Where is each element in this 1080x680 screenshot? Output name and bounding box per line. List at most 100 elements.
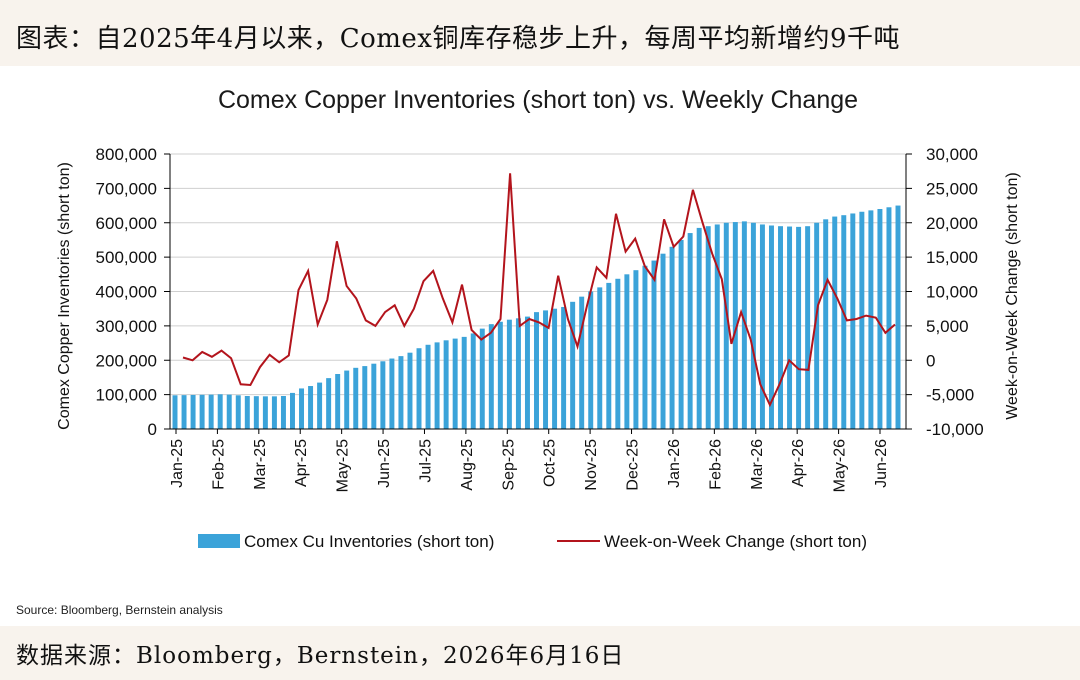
inventory-bar: [524, 316, 530, 429]
inventory-bar: [732, 222, 738, 429]
x-tick-label: Mar-25: [252, 439, 269, 490]
x-tick-label: Feb-25: [210, 439, 227, 490]
x-tick-label: Aug-25: [459, 439, 476, 491]
x-tick-label: May-25: [335, 439, 352, 492]
inventory-bar: [244, 396, 250, 429]
right-tick-label: 25,000: [926, 179, 978, 198]
inventory-bar: [750, 222, 756, 429]
inventory-bar: [832, 216, 838, 429]
inventory-bar: [741, 221, 747, 429]
inventory-bar: [886, 207, 892, 429]
footer-band: [0, 626, 1080, 680]
inventory-bar: [308, 386, 314, 429]
inventory-bar: [262, 396, 268, 429]
inventory-bar: [488, 324, 494, 429]
left-tick-label: 500,000: [96, 248, 157, 267]
inventory-bar: [588, 291, 594, 429]
legend: Comex Cu Inventories (short ton) Week-on…: [198, 532, 867, 551]
inventory-bar: [226, 394, 232, 429]
inventory-bars: [172, 205, 901, 429]
source-note: Source: Bloomberg, Bernstein analysis: [16, 603, 223, 617]
inventory-bar: [407, 352, 413, 429]
inventory-bar: [877, 209, 883, 429]
legend-swatch-inventories: [198, 534, 240, 548]
right-tick-label: -10,000: [926, 420, 984, 439]
inventory-bar: [280, 396, 286, 429]
right-tick-label: 30,000: [926, 145, 978, 164]
inventory-bar: [344, 370, 350, 429]
inventory-bar: [714, 224, 720, 429]
inventory-bar: [805, 226, 811, 429]
inventory-bar: [217, 394, 223, 429]
left-tick-label: 0: [148, 420, 157, 439]
right-axis-label: Week-on-Week Change (short ton): [1004, 172, 1021, 420]
x-tick-label: May-26: [832, 439, 849, 492]
x-axis-ticks: Jan-25 Feb-25 Mar-25 Apr-25 May-25 Jun-25 Jul-…: [169, 429, 890, 492]
inventory-bar: [814, 222, 820, 429]
left-tick-label: 100,000: [96, 386, 157, 405]
x-tick-label: Mar-26: [749, 439, 766, 490]
inventory-bar: [642, 265, 648, 429]
legend-label-weekly-change: Week-on-Week Change (short ton): [604, 532, 867, 551]
inventory-bar: [199, 394, 205, 429]
left-axis-label: Comex Copper Inventories (short ton): [56, 162, 73, 430]
inventory-bar: [796, 226, 802, 429]
header-band: [0, 0, 1080, 66]
x-tick-label: Dec-25: [625, 439, 642, 491]
inventory-bar: [326, 378, 332, 429]
inventory-bar: [299, 388, 305, 429]
inventory-bar: [371, 363, 377, 429]
inventory-bar: [678, 239, 684, 429]
inventory-bar: [768, 225, 774, 429]
weekly-change-line: [182, 173, 896, 408]
right-tick-label: 0: [926, 351, 935, 370]
inventory-bar: [461, 336, 467, 429]
inventory-bar: [425, 344, 431, 429]
right-tick-label: -5,000: [926, 386, 974, 405]
x-tick-label: Sep-25: [500, 439, 517, 491]
inventory-bar: [561, 306, 567, 429]
x-tick-label: Jun-26: [873, 439, 890, 488]
x-tick-label: Apr-26: [790, 439, 807, 487]
x-tick-label: Jan-26: [666, 439, 683, 488]
inventory-bar: [497, 321, 503, 429]
inventory-bar: [443, 340, 449, 429]
inventory-bar: [850, 213, 856, 429]
inventory-bar: [723, 222, 729, 429]
inventory-bar: [687, 233, 693, 429]
x-tick-label: Oct-25: [542, 439, 559, 487]
right-tick-label: 5,000: [926, 317, 969, 336]
x-tick-label: Jul-25: [417, 439, 434, 483]
inventory-bar: [380, 361, 386, 429]
inventory-bar: [181, 395, 187, 429]
inventory-bar: [696, 227, 702, 429]
inventory-bar: [633, 270, 639, 429]
right-tick-label: 20,000: [926, 214, 978, 233]
x-tick-label: Jun-25: [376, 439, 393, 488]
inventory-bar: [841, 215, 847, 429]
inventory-bar: [353, 367, 359, 429]
inventory-bar: [597, 287, 603, 429]
chart-title: Comex Copper Inventories (short ton) vs.…: [218, 86, 858, 114]
inventory-bar: [389, 358, 395, 429]
inventory-bar: [606, 282, 612, 429]
left-tick-label: 800,000: [96, 145, 157, 164]
inventory-bar: [362, 366, 368, 429]
inventory-bar: [895, 205, 901, 429]
left-tick-label: 200,000: [96, 351, 157, 370]
inventory-bar: [479, 328, 485, 429]
inventory-bar: [823, 219, 829, 429]
inventory-bar: [515, 318, 521, 429]
inventory-bar: [624, 274, 630, 429]
inventory-bar: [669, 246, 675, 429]
inventory-bar: [651, 260, 657, 429]
inventory-bar: [859, 211, 865, 429]
right-axis-ticks: 30,000 25,000 20,000 15,000 10,000 5,000 0 -5,0…: [906, 145, 984, 439]
left-tick-label: 700,000: [96, 179, 157, 198]
left-axis-ticks: 800,000 700,000 600,000 500,000 400,000 300,0…: [96, 145, 170, 439]
inventory-bar: [190, 394, 196, 429]
data-source-line: 数据来源：Bloomberg，Bernstein，2026年6月16日: [16, 643, 625, 669]
inventory-bar: [506, 319, 512, 429]
inventory-bar: [290, 392, 295, 429]
x-tick-label: Jan-25: [169, 439, 186, 488]
